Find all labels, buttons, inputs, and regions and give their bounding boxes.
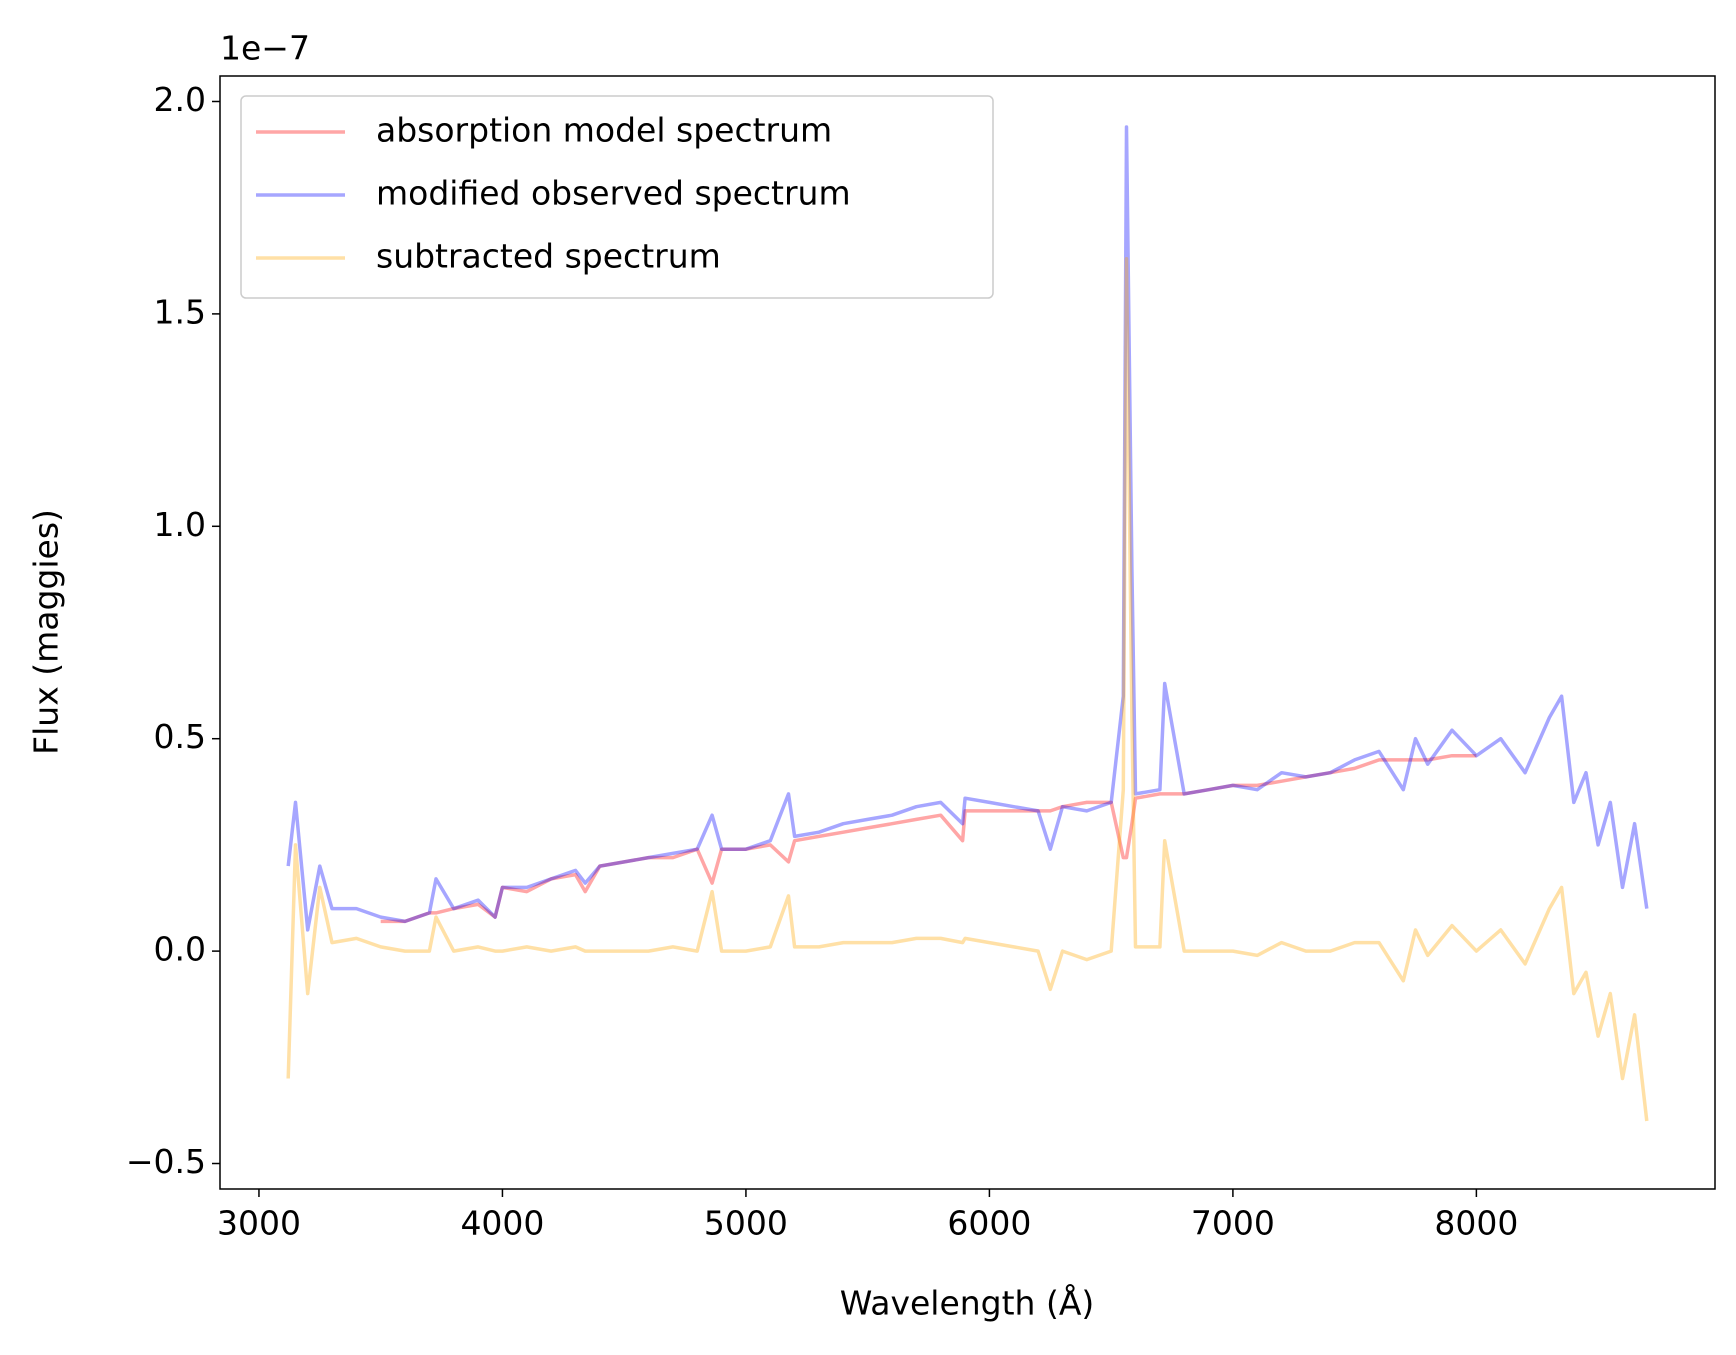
series-line bbox=[286, 125, 1649, 932]
x-tick-label: 4000 bbox=[460, 1204, 544, 1243]
y-tick-label: 0.0 bbox=[154, 930, 206, 969]
y-tick-label: 0.5 bbox=[154, 717, 206, 756]
legend-label: modified observed spectrum bbox=[376, 174, 851, 213]
x-tick-label: 3000 bbox=[217, 1204, 301, 1243]
x-tick-label: 5000 bbox=[704, 1204, 788, 1243]
y-tick-label: 1.0 bbox=[154, 505, 206, 544]
x-axis-label: Wavelength (Å) bbox=[840, 1283, 1095, 1323]
y-tick-label: −0.5 bbox=[126, 1142, 206, 1181]
x-tick-label: 8000 bbox=[1434, 1204, 1518, 1243]
legend-label: absorption model spectrum bbox=[376, 111, 832, 150]
y-offset-label: 1e−7 bbox=[220, 29, 310, 68]
series-line bbox=[380, 753, 1477, 924]
plot-frame bbox=[219, 75, 1716, 1190]
y-tick-label: 1.5 bbox=[154, 292, 206, 331]
x-tick-label: 7000 bbox=[1191, 1204, 1275, 1243]
y-axis-label: Flux (maggies) bbox=[27, 509, 66, 755]
legend-box bbox=[240, 95, 994, 299]
y-tick-label: 2.0 bbox=[154, 80, 206, 119]
series-line bbox=[286, 256, 1649, 1122]
legend-label: subtracted spectrum bbox=[376, 237, 721, 276]
x-tick-label: 6000 bbox=[947, 1204, 1031, 1243]
